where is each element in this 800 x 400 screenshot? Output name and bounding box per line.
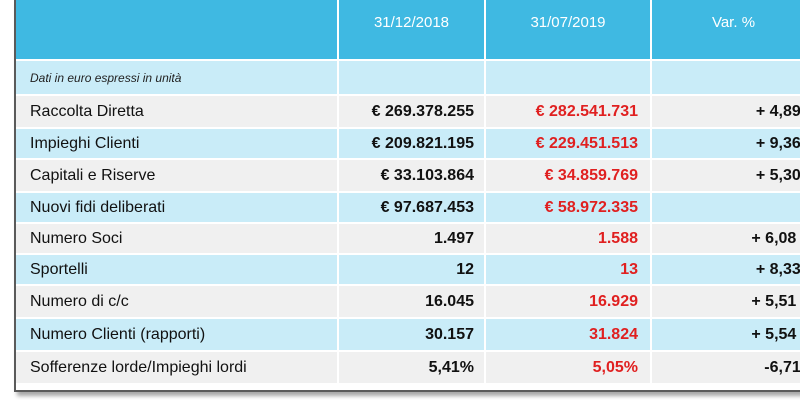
- row-label: Numero Clienti (rapporti): [16, 318, 339, 352]
- value-2018: 12: [338, 254, 486, 286]
- value-variation: + 4,89%: [651, 95, 800, 129]
- value-variation: [651, 192, 800, 224]
- financial-summary-table-frame: 31/12/2018 31/07/2019 Var. % Dati in eur…: [14, 0, 800, 392]
- value-2019: 16.929: [485, 285, 652, 319]
- value-2018: € 269.378.255: [338, 95, 486, 129]
- table-row: Numero Clienti (rapporti) 30.157 31.824 …: [16, 318, 800, 352]
- table-row: Raccolta Diretta € 269.378.255 € 282.541…: [16, 95, 800, 129]
- financial-summary-table: 31/12/2018 31/07/2019 Var. % Dati in eur…: [16, 0, 800, 385]
- value-2018: 16.045: [338, 285, 486, 319]
- value-2019: € 34.859.769: [485, 159, 652, 193]
- row-label: Nuovi fidi deliberati: [16, 192, 339, 224]
- table-row: Sportelli 12 13 + 8,33%: [16, 254, 800, 286]
- table-row: Impieghi Clienti € 209.821.195 € 229.451…: [16, 128, 800, 160]
- value-2019: 13: [485, 254, 652, 286]
- table-row: Capitali e Riserve € 33.103.864 € 34.859…: [16, 159, 800, 193]
- table-header-row: 31/12/2018 31/07/2019 Var. %: [16, 0, 800, 61]
- table-row: Numero di c/c 16.045 16.929 + 5,51 %: [16, 285, 800, 319]
- value-variation: + 8,33%: [651, 254, 800, 286]
- row-label: Numero Soci: [16, 223, 339, 255]
- value-variation: -6,71%: [651, 351, 800, 385]
- value-variation: + 5,54 %: [651, 318, 800, 352]
- header-label-column: [16, 0, 339, 61]
- value-2018: 1.497: [338, 223, 486, 255]
- units-note: Dati in euro espressi in unità: [16, 60, 339, 96]
- value-variation: + 5,51 %: [651, 285, 800, 319]
- table-row: Numero Soci 1.497 1.588 + 6,08 %: [16, 223, 800, 255]
- row-label: Sofferenze lorde/Impieghi lordi: [16, 351, 339, 385]
- value-2019: 5,05%: [485, 351, 652, 385]
- value-variation: + 6,08 %: [651, 223, 800, 255]
- value-2019: € 58.972.335: [485, 192, 652, 224]
- value-2019: 1.588: [485, 223, 652, 255]
- table-row: Sofferenze lorde/Impieghi lordi 5,41% 5,…: [16, 351, 800, 385]
- row-label: Numero di c/c: [16, 285, 339, 319]
- value-2018: € 97.687.453: [338, 192, 486, 224]
- value-2018: € 209.821.195: [338, 128, 486, 160]
- row-label: Capitali e Riserve: [16, 159, 339, 193]
- units-note-row: Dati in euro espressi in unità: [16, 60, 800, 96]
- table-row: Nuovi fidi deliberati € 97.687.453 € 58.…: [16, 192, 800, 224]
- row-label: Raccolta Diretta: [16, 95, 339, 129]
- row-label: Sportelli: [16, 254, 339, 286]
- value-2019: € 229.451.513: [485, 128, 652, 160]
- header-2018: 31/12/2018: [338, 0, 486, 61]
- value-2018: 5,41%: [338, 351, 486, 385]
- value-2019: 31.824: [485, 318, 652, 352]
- header-2019: 31/07/2019: [485, 0, 652, 61]
- value-variation: + 9,36%: [651, 128, 800, 160]
- row-label: Impieghi Clienti: [16, 128, 339, 160]
- value-2019: € 282.541.731: [485, 95, 652, 129]
- header-variation: Var. %: [651, 0, 800, 61]
- value-2018: € 33.103.864: [338, 159, 486, 193]
- value-variation: + 5,30%: [651, 159, 800, 193]
- value-2018: 30.157: [338, 318, 486, 352]
